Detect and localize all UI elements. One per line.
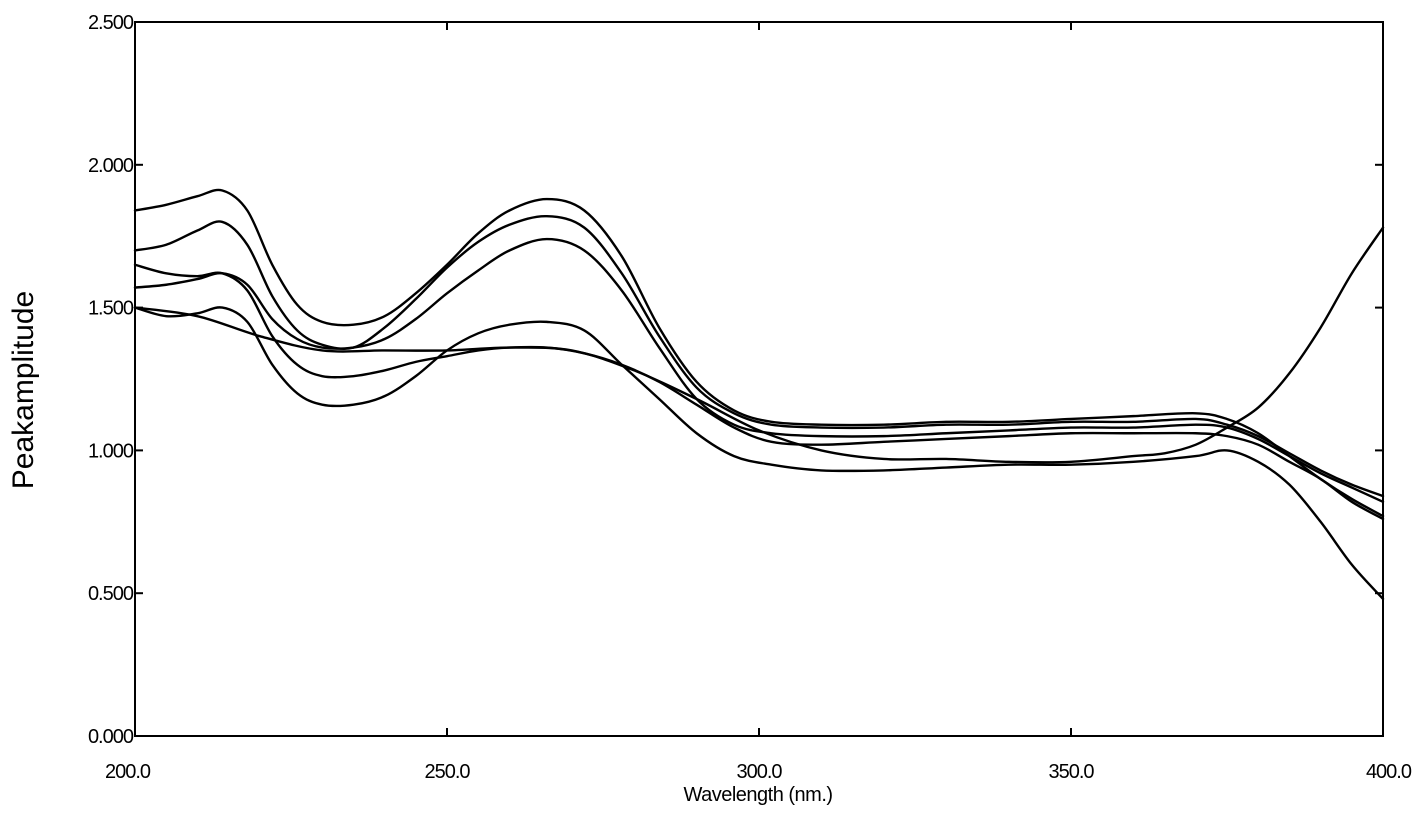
- x-axis-title: Wavelength (nm.): [683, 784, 832, 806]
- plot-frame: [134, 21, 1384, 737]
- y-tick-label: 0.500: [88, 583, 134, 605]
- x-tick-label: 400.0: [1366, 761, 1412, 783]
- x-tick-label: 200.0: [105, 761, 151, 783]
- series-line-5: [133, 306, 1385, 601]
- series-line-6: [133, 226, 1385, 464]
- y-axis-title: Peakamplitude: [7, 291, 40, 489]
- y-tick-label: 2.000: [88, 155, 134, 177]
- series-lines: [133, 188, 1385, 601]
- axis-ticks: [134, 21, 1384, 737]
- series-line-4: [133, 263, 1385, 521]
- y-tick-label: 1.500: [88, 298, 134, 320]
- x-tick-label: 250.0: [424, 761, 470, 783]
- y-tick-label: 0.000: [88, 726, 134, 748]
- y-tick-label: 2.500: [88, 12, 134, 34]
- series-line-2: [133, 215, 1385, 498]
- x-tick-label: 350.0: [1048, 761, 1094, 783]
- series-line-3: [133, 237, 1385, 504]
- x-tick-label: 300.0: [736, 761, 782, 783]
- tick-labels: 200.0 250.0 300.0 350.0 400.0 0.000 0.500 1.000…: [88, 12, 1413, 783]
- series-line-1: [133, 188, 1385, 518]
- y-tick-label: 1.000: [88, 440, 134, 462]
